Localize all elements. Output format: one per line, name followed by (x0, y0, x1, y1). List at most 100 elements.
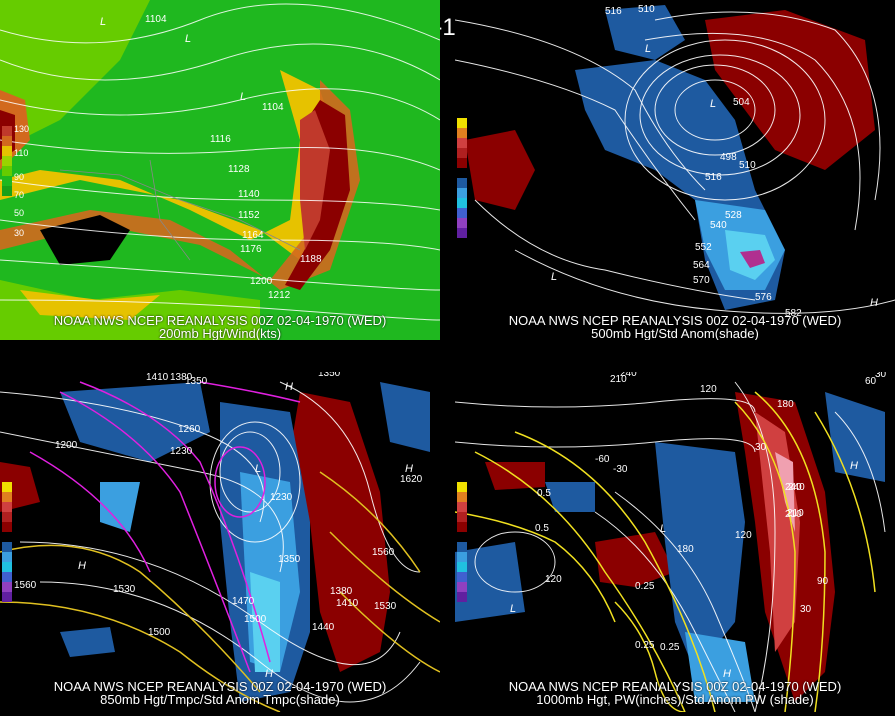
low-marker: L (551, 271, 557, 283)
caption-field: 1000mb Hgt, PW(inches)/Std Anom PW (shad… (536, 692, 814, 707)
low-marker: L (645, 43, 651, 55)
contour-label: 552 (695, 242, 712, 253)
high-marker: H (870, 297, 878, 309)
low-marker-2: L (185, 33, 191, 45)
contour-label: 510 (739, 160, 756, 171)
contour-label: 498 (720, 152, 737, 163)
contour-label: 120 (700, 384, 717, 395)
contour-label: 0.25 (660, 642, 680, 653)
caption-source: NOAA NWS NCEP REANALYSIS 00Z 02-04-1970 … (53, 313, 387, 328)
contour-label: 576 (755, 292, 772, 303)
contour-label: 90 (817, 576, 829, 587)
contour-label: 1140 (238, 189, 260, 200)
contour-label: 1620 (400, 474, 423, 485)
low-marker: L (510, 603, 516, 615)
contour-label: 1530 (374, 601, 397, 612)
contour-label: 240 (788, 482, 805, 493)
caption-field: 850mb Hgt/Tmpc/Std Anom Tmpc(shade) (100, 692, 340, 707)
panel-200mb: L L L 1104 1116 1128 1140 1152 1164 1176… (0, 0, 440, 340)
contour-label: -30 (613, 464, 628, 475)
contour-label: 210 (785, 509, 802, 520)
panel-850mb: L H H H H 1410 1380 1350 1350 1260 1230 … (0, 372, 440, 712)
low-marker: L (660, 523, 666, 535)
legend-label: 70 (14, 190, 25, 200)
contour-label: 30 (800, 604, 812, 615)
contour-label: 180 (677, 544, 694, 555)
contour-label: 570 (693, 275, 710, 286)
contour-label: 1104 (262, 102, 284, 113)
contour-label: 1230 (170, 446, 193, 457)
legend-label: 50 (14, 208, 25, 218)
contour-label: -60 (595, 454, 610, 465)
contour-label: 1560 (14, 580, 37, 591)
contour-label: 582 (785, 308, 802, 319)
map-200mb: L L L 1104 1116 1128 1140 1152 1164 1176… (0, 0, 440, 340)
anomaly-legend (457, 118, 467, 238)
contour-label: 510 (638, 4, 655, 15)
contour-label: 1350 (278, 554, 301, 565)
contour-label: 120 (545, 574, 562, 585)
anomaly-legend (2, 482, 12, 602)
contour-label: 540 (710, 220, 727, 231)
contour-label: 564 (693, 260, 710, 271)
high-marker: H (78, 560, 86, 572)
low-marker-3: L (240, 91, 246, 103)
contour-label: 0.5 (535, 523, 549, 534)
contour-label: 0.25 (635, 640, 655, 651)
low-marker-1: L (100, 16, 106, 28)
contour-label: 30 (875, 372, 887, 380)
map-500mb: L L L H 516 510 504 498 510 516 528 540 … (455, 4, 895, 319)
contour-label: 1116 (210, 134, 231, 145)
contour-label: 1212 (268, 290, 291, 301)
high-marker: H (723, 668, 731, 680)
contour-label: 1500 (148, 627, 171, 638)
legend-label: 90 (14, 172, 25, 182)
contour-label: 1350 (318, 372, 341, 379)
contour-label: 210 (787, 508, 804, 519)
contour-labels-1000mb: 210 240 120 180 240 210 0.5 0.5 0.25 0.2… (535, 372, 887, 653)
contour-label: 528 (725, 210, 742, 221)
contour-label: 240 (620, 372, 637, 379)
contour-label: 1152 (238, 210, 260, 221)
contour-label: 1164 (242, 230, 264, 241)
panel-500mb: L L L H 516 510 504 498 510 516 528 540 … (455, 0, 895, 340)
contour-label: 1176 (240, 244, 262, 255)
contour-label: 1104 (145, 14, 167, 25)
map-850mb: L H H H H 1410 1380 1350 1350 1260 1230 … (0, 372, 440, 712)
contour-label: 1128 (228, 164, 250, 175)
legend-label: 30 (14, 228, 25, 238)
high-marker: H (405, 463, 413, 475)
contour-label: 1560 (372, 547, 395, 558)
contour-label: 0.25 (635, 581, 655, 592)
contour-label: 1410 (146, 372, 169, 383)
contour-label: 0.5 (537, 488, 551, 499)
contour-label: 1380 (330, 586, 353, 597)
contour-label: 180 (777, 399, 794, 410)
contour-label: 30 (755, 442, 767, 453)
contour-label: 1230 (270, 492, 293, 503)
legend-label: 130 (14, 124, 30, 134)
contour-label: 1470 (232, 596, 255, 607)
legend-label: 110 (14, 148, 29, 158)
contour-label: 1200 (55, 440, 78, 451)
contour-label: 1200 (250, 276, 273, 287)
contour-label: 1188 (300, 254, 322, 265)
contour-labels-200mb: 1104 1116 1128 1140 1152 1164 1176 1188 … (145, 14, 322, 301)
high-marker: H (285, 381, 293, 393)
map-1000mb: H L L H 210 240 120 180 240 210 0.5 0.5 … (455, 372, 887, 712)
contour-label: 1500 (244, 614, 267, 625)
high-marker: H (265, 668, 273, 680)
contour-label: 516 (605, 6, 622, 17)
contour-labels-850mb: 1410 1380 1350 1350 1260 1230 1200 1230 … (14, 372, 423, 638)
high-marker: H (850, 460, 858, 472)
caption-field: 200mb Hgt/Wind(kts) (158, 326, 282, 340)
contour-label: 1380 (170, 372, 193, 383)
contour-label: 1350 (185, 376, 208, 387)
contour-label: 1440 (312, 622, 335, 633)
anomaly-legend (457, 482, 467, 602)
caption-source: NOAA NWS NCEP REANALYSIS 00Z 02-04-1970 … (53, 679, 387, 694)
contour-label: 504 (733, 97, 750, 108)
contour-label: 240 (785, 482, 802, 493)
low-marker: L (255, 463, 261, 475)
contour-label: 60 (865, 376, 877, 387)
